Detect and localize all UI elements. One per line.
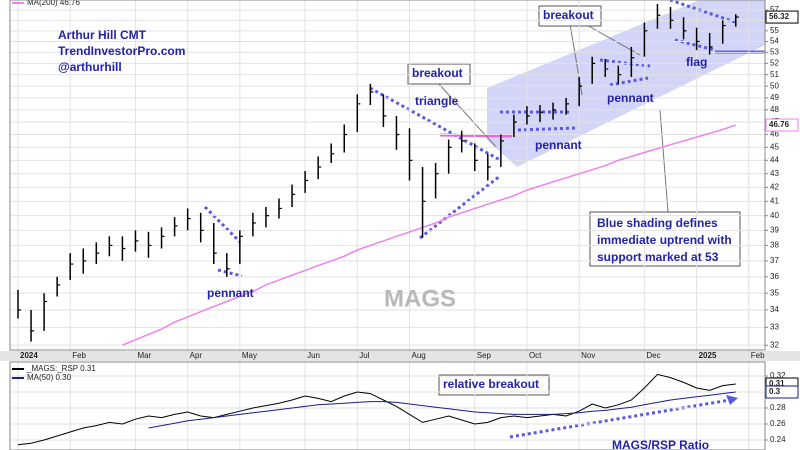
x-tick-label: Mar [137,351,151,360]
y-tick-label: 54 [770,37,779,46]
annotation: TrendInvestorPro.com [58,44,185,58]
y-tick-label: 0.28 [770,403,786,412]
y-tick-label: 37 [770,256,779,265]
y-tick-label: 57 [770,5,779,14]
annotation-box [538,5,602,27]
x-tick-label: Oct [529,351,542,360]
annotation: triangle [415,94,459,108]
legend-label: MA(50) 0.30 [27,373,72,382]
value-label: 46.76 [769,120,790,129]
y-tick-label: 52 [770,58,779,67]
y-tick-label: 34 [770,305,779,314]
annotation: pennant [535,138,582,152]
pattern-line [217,268,243,278]
value-box [765,385,799,399]
x-tick-label: Sep [477,351,492,360]
y-tick-label: 40 [770,211,779,220]
annotation: pennant [207,286,254,300]
annotation: breakout [412,66,463,80]
y-tick-label: 48 [770,105,779,114]
y-tick-label: 0.32 [770,371,786,380]
plot-area: 2024 Feb Mar Apr May Jun Jul Aug Sep Oct Nov Dec 202… [10,0,799,450]
line [148,391,736,429]
pattern-line [369,86,501,162]
value-label: 56.32 [769,12,790,21]
x-tick-label: Apr [190,351,203,360]
y-tick-label: 42 [770,182,779,191]
leader-line [569,23,583,96]
x-tick-label: Aug [412,351,426,360]
price-frame [9,0,766,351]
arrow-head [726,395,738,405]
leader-line [437,82,498,149]
y-tick-label: 36 [770,272,779,281]
pattern-line [419,174,501,240]
watermark: MAGS [384,285,456,312]
annotation-box [438,374,550,396]
y-tick-label: 0.26 [770,419,786,428]
y-tick-label: 35 [770,288,779,297]
x-tick-label: Nov [581,351,595,360]
annotation: MAGS/RSP Ratio [612,438,709,450]
ratio-frame [9,361,766,450]
line [122,124,737,346]
y-tick-label: 43 [770,169,779,178]
ratio-arrow [509,398,731,439]
leader-line [659,109,669,213]
x-tick-label: Feb [72,351,86,360]
y-tick-label: 41 [770,196,779,205]
annotation: pennant [607,91,654,105]
legend-label: MA(200) 46.76 [27,0,80,7]
y-tick-label: 32 [770,340,779,349]
annotation: flag [686,55,707,69]
annotation: @arthurhill [58,60,122,74]
x-tick-label: Jul [359,351,369,360]
annotation: immediate uptrend with [597,233,732,247]
annotation-box [407,63,471,85]
y-tick-label: 50 [770,81,779,90]
y-tick-label: 44 [770,155,779,164]
pattern-line [517,126,577,132]
y-tick-label: 46 [770,130,779,139]
legend-label: _MAGS:_RSP 0.31 [26,364,96,373]
y-tick-label: 33 [770,322,779,331]
x-tick-label: Dec [646,351,660,360]
y-tick-label: 51 [770,70,779,79]
x-tick-label: May [242,351,257,360]
pattern-line [203,205,242,244]
y-tick-label: 45 [770,142,779,151]
panel-separator [0,351,800,361]
annotation: relative breakout [443,377,539,391]
value-label: 0.3 [769,387,781,396]
x-tick-label: 2024 [20,351,38,360]
x-tick-label: Jun [307,351,320,360]
y-tick-label: 38 [770,241,779,250]
annotation: Blue shading defines [597,216,718,230]
x-tick-label: 2025 [699,351,717,360]
annotation: Arthur Hill CMT [58,28,147,42]
annotation: support marked at 53 [597,250,719,264]
annotation: breakout [543,8,594,22]
value-label: 0.31 [769,379,785,388]
annotation-box [589,211,741,267]
y-tick-label: 53 [770,47,779,56]
breakout-level [439,133,513,138]
y-tick-label: 55 [770,26,779,35]
y-tick-label: 39 [770,225,779,234]
value-box [765,118,799,132]
y-tick-label: 49 [770,93,779,102]
x-tick-label: Feb [751,351,765,360]
value-box [765,10,799,24]
pattern-line [609,76,649,87]
line [17,373,736,446]
y-tick-label: 0.24 [770,435,786,444]
